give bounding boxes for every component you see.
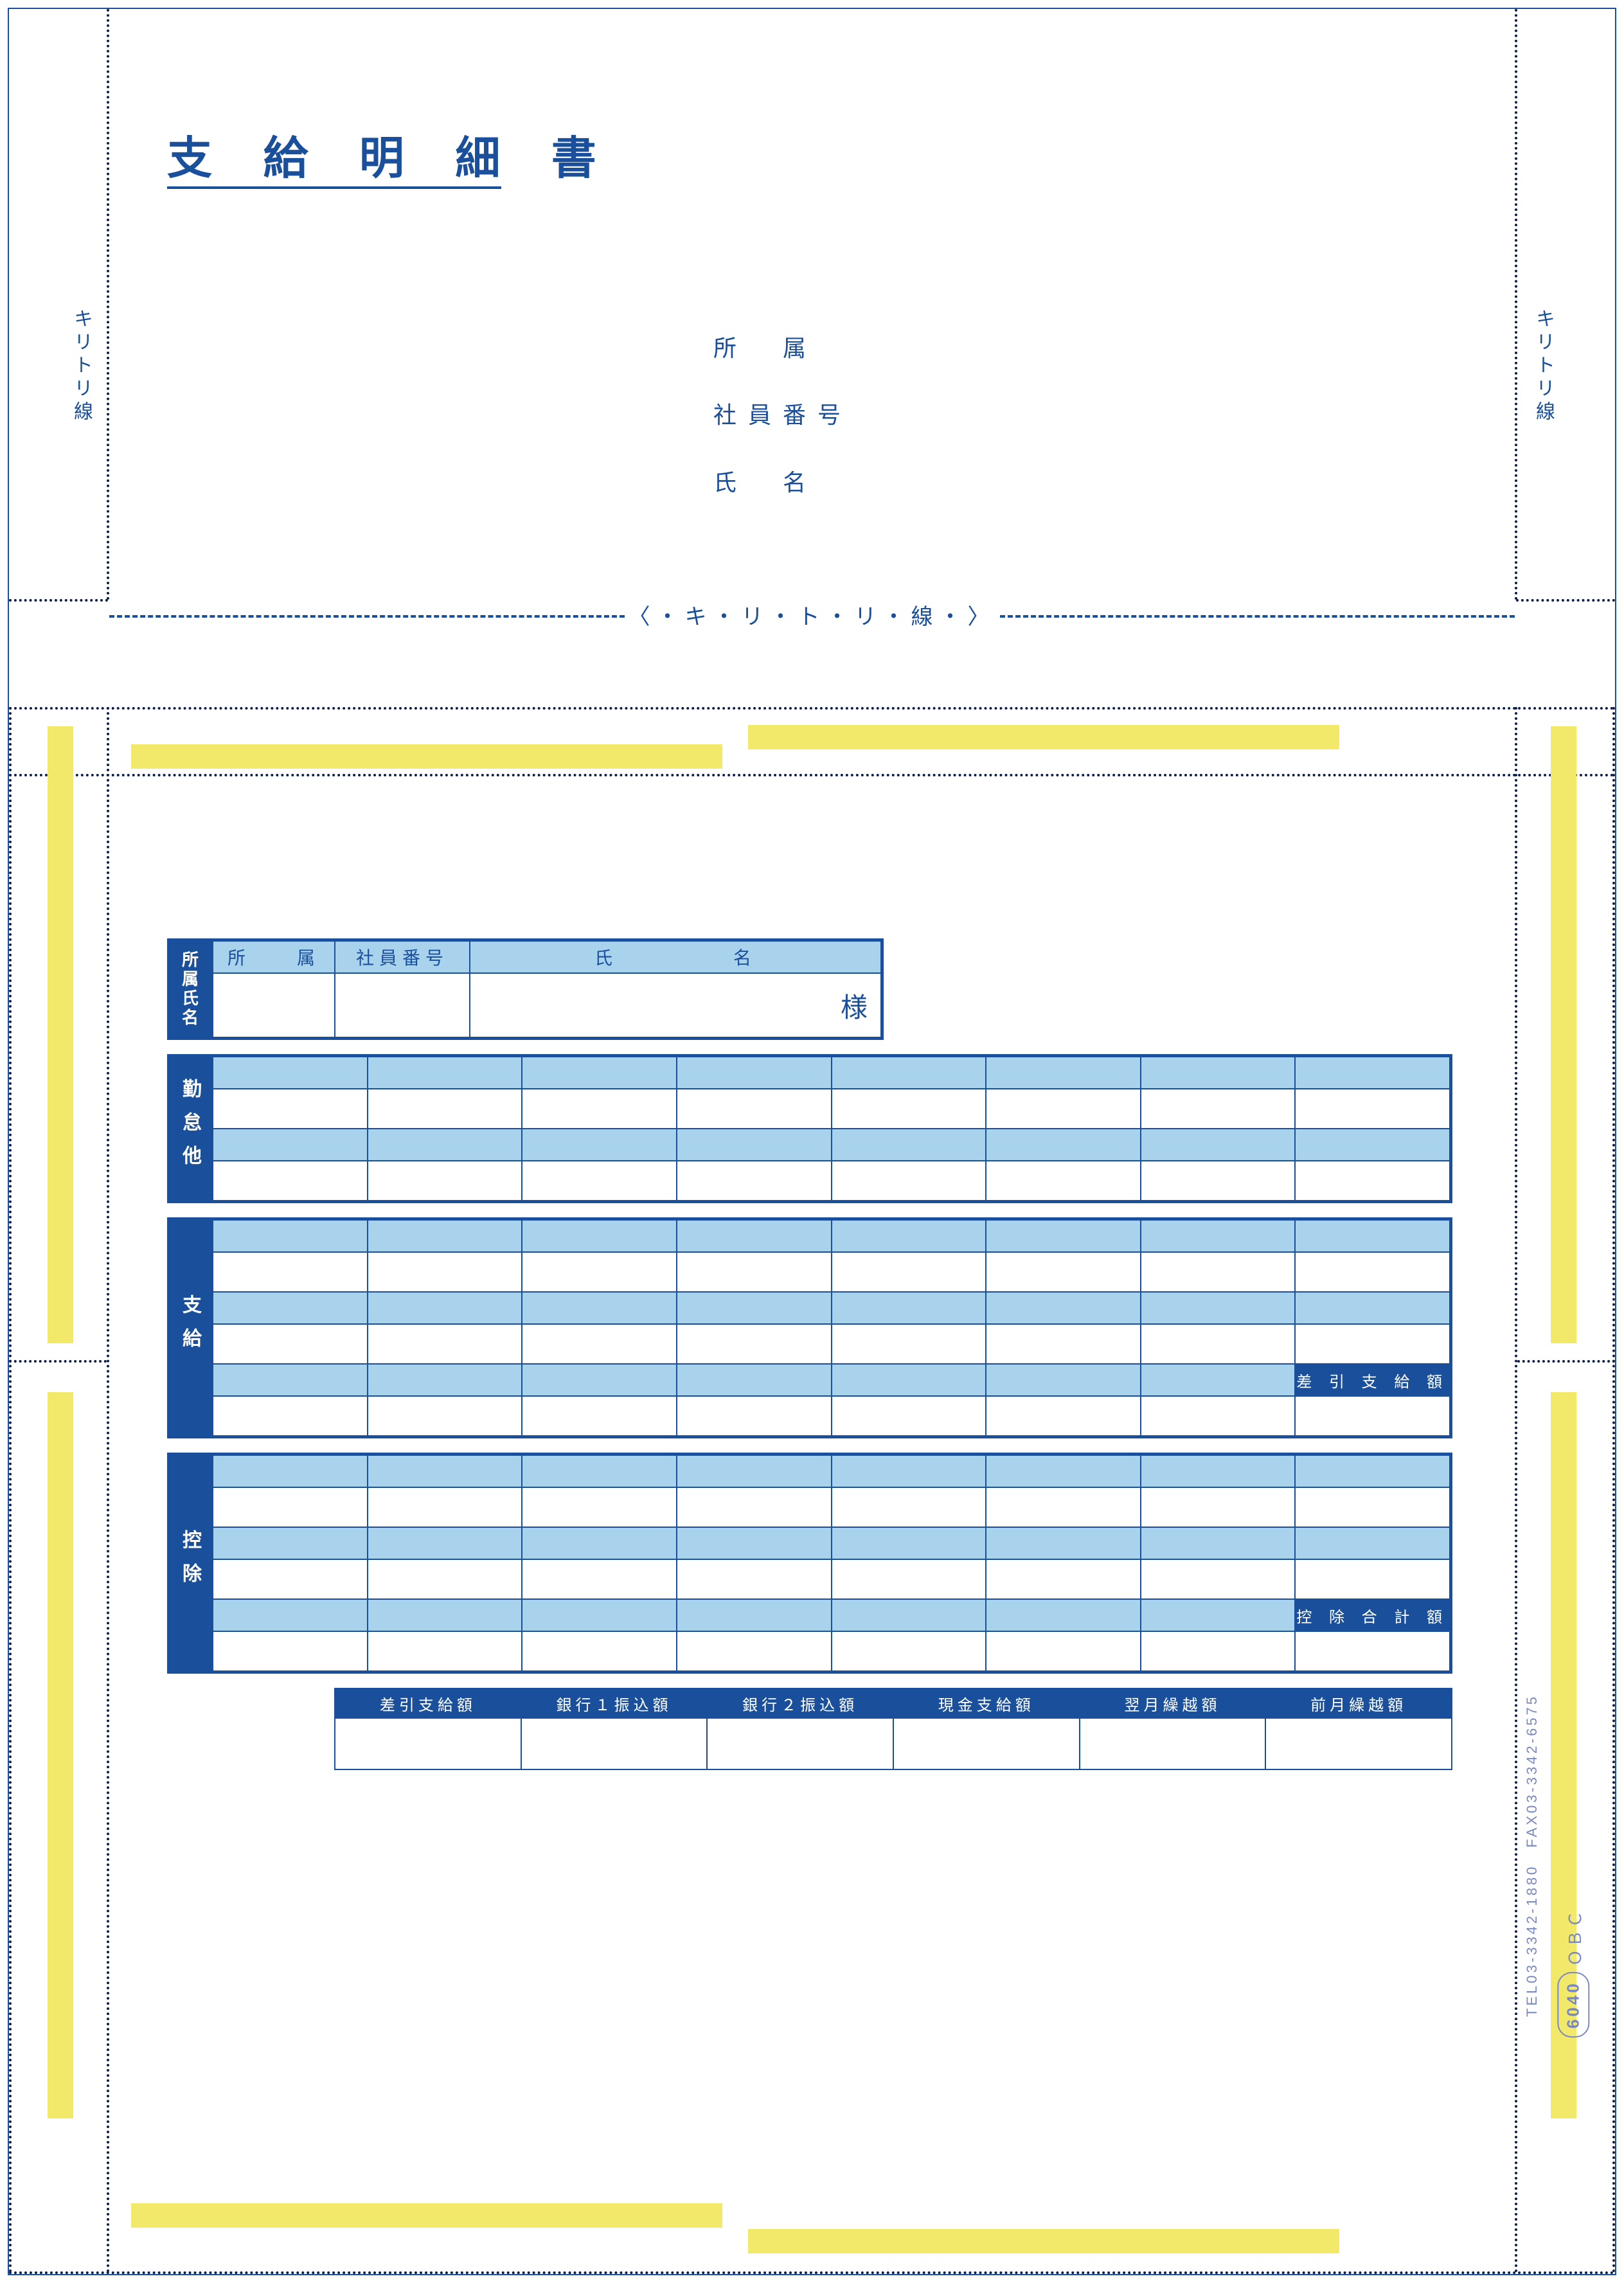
perf-tick-left bbox=[9, 599, 108, 602]
totals-val-3 bbox=[893, 1718, 1080, 1769]
identity-dept-value bbox=[213, 973, 335, 1037]
glue-strip bbox=[131, 2203, 722, 2228]
payslip-body: 所属氏名 所 属 社員番号 氏 名 様 勤怠他 bbox=[167, 938, 1452, 1770]
imprint-code: 6040 bbox=[1557, 1972, 1589, 2037]
totals-val-5 bbox=[1265, 1718, 1452, 1769]
section-payment: 支給 差 引 支 給 額 bbox=[167, 1217, 1452, 1438]
imprint-company: ＯＢＣ bbox=[1562, 1908, 1589, 1966]
cut-label-left: キリトリ線 bbox=[67, 309, 95, 424]
totals-strip: 差引支給額 銀行１振込額 銀行２振込額 現金支給額 翌月繰越額 前月繰越額 bbox=[334, 1688, 1452, 1770]
glue-strip bbox=[48, 1392, 73, 2118]
identity-table: 所 属 社員番号 氏 名 様 bbox=[212, 940, 882, 1038]
form-imprint: TEL03-3342-1880 FAX03-3342-6575 6040 ＯＢＣ bbox=[1521, 1694, 1609, 2026]
recipient-name-label: 氏 名 bbox=[713, 469, 817, 496]
cut-label-right: キリトリ線 bbox=[1529, 309, 1557, 424]
perf-tick-right bbox=[1516, 599, 1615, 602]
totals-col-4: 翌月繰越額 bbox=[1080, 1688, 1266, 1718]
perf-vertical-right bbox=[1515, 9, 1517, 600]
horizontal-cut-line: 〈・キ・リ・ト・リ・線・〉 bbox=[109, 599, 1515, 631]
document-title: 支 給 明 細 書 bbox=[167, 122, 616, 187]
side-label-deduction: 控除 bbox=[167, 1453, 212, 1674]
recipient-dept-label: 所 属 bbox=[713, 335, 817, 361]
glue-strip bbox=[48, 726, 73, 1343]
side-label-identity: 所属氏名 bbox=[167, 938, 212, 1040]
totals-col-3: 現金支給額 bbox=[893, 1688, 1080, 1718]
glue-strip bbox=[748, 2229, 1339, 2253]
horizontal-cut-label: 〈・キ・リ・ト・リ・線・〉 bbox=[625, 599, 1000, 631]
deduction-table: 控 除 合 計 額 bbox=[212, 1455, 1450, 1672]
totals-col-5: 前月繰越額 bbox=[1265, 1688, 1452, 1718]
identity-name-header: 氏 名 bbox=[470, 941, 881, 973]
identity-empno-header: 社員番号 bbox=[335, 941, 470, 973]
totals-val-2 bbox=[707, 1718, 893, 1769]
title-underline bbox=[167, 186, 501, 189]
totals-val-4 bbox=[1080, 1718, 1266, 1769]
totals-val-1 bbox=[521, 1718, 708, 1769]
identity-name-value: 様 bbox=[470, 973, 881, 1037]
payment-total-label: 差 引 支 給 額 bbox=[1295, 1364, 1450, 1396]
identity-empno-value bbox=[335, 973, 470, 1037]
imprint-tel: TEL03-3342-1880 FAX03-3342-6575 bbox=[1521, 1694, 1543, 2017]
payment-table: 差 引 支 給 額 bbox=[212, 1219, 1450, 1437]
perf-vertical-left bbox=[107, 9, 109, 600]
recipient-empno-label: 社員番号 bbox=[713, 402, 852, 428]
attendance-table bbox=[212, 1056, 1450, 1201]
identity-dept-header: 所 属 bbox=[213, 941, 335, 973]
section-attendance: 勤怠他 bbox=[167, 1054, 1452, 1203]
section-deduction: 控除 控 除 合 計 額 bbox=[167, 1453, 1452, 1674]
section-identity: 所属氏名 所 属 社員番号 氏 名 様 bbox=[167, 938, 1452, 1040]
glue-strip bbox=[131, 744, 722, 769]
side-label-attendance: 勤怠他 bbox=[167, 1054, 212, 1203]
glue-strip bbox=[1551, 726, 1576, 1343]
totals-col-2: 銀行２振込額 bbox=[707, 1688, 893, 1718]
deduction-total-label: 控 除 合 計 額 bbox=[1295, 1599, 1450, 1631]
side-label-payment: 支給 bbox=[167, 1217, 212, 1438]
totals-val-0 bbox=[335, 1718, 521, 1769]
totals-col-0: 差引支給額 bbox=[335, 1688, 521, 1718]
glue-strip bbox=[748, 725, 1339, 749]
recipient-block: 所 属 社員番号 氏 名 bbox=[713, 315, 852, 516]
totals-col-1: 銀行１振込額 bbox=[521, 1688, 708, 1718]
